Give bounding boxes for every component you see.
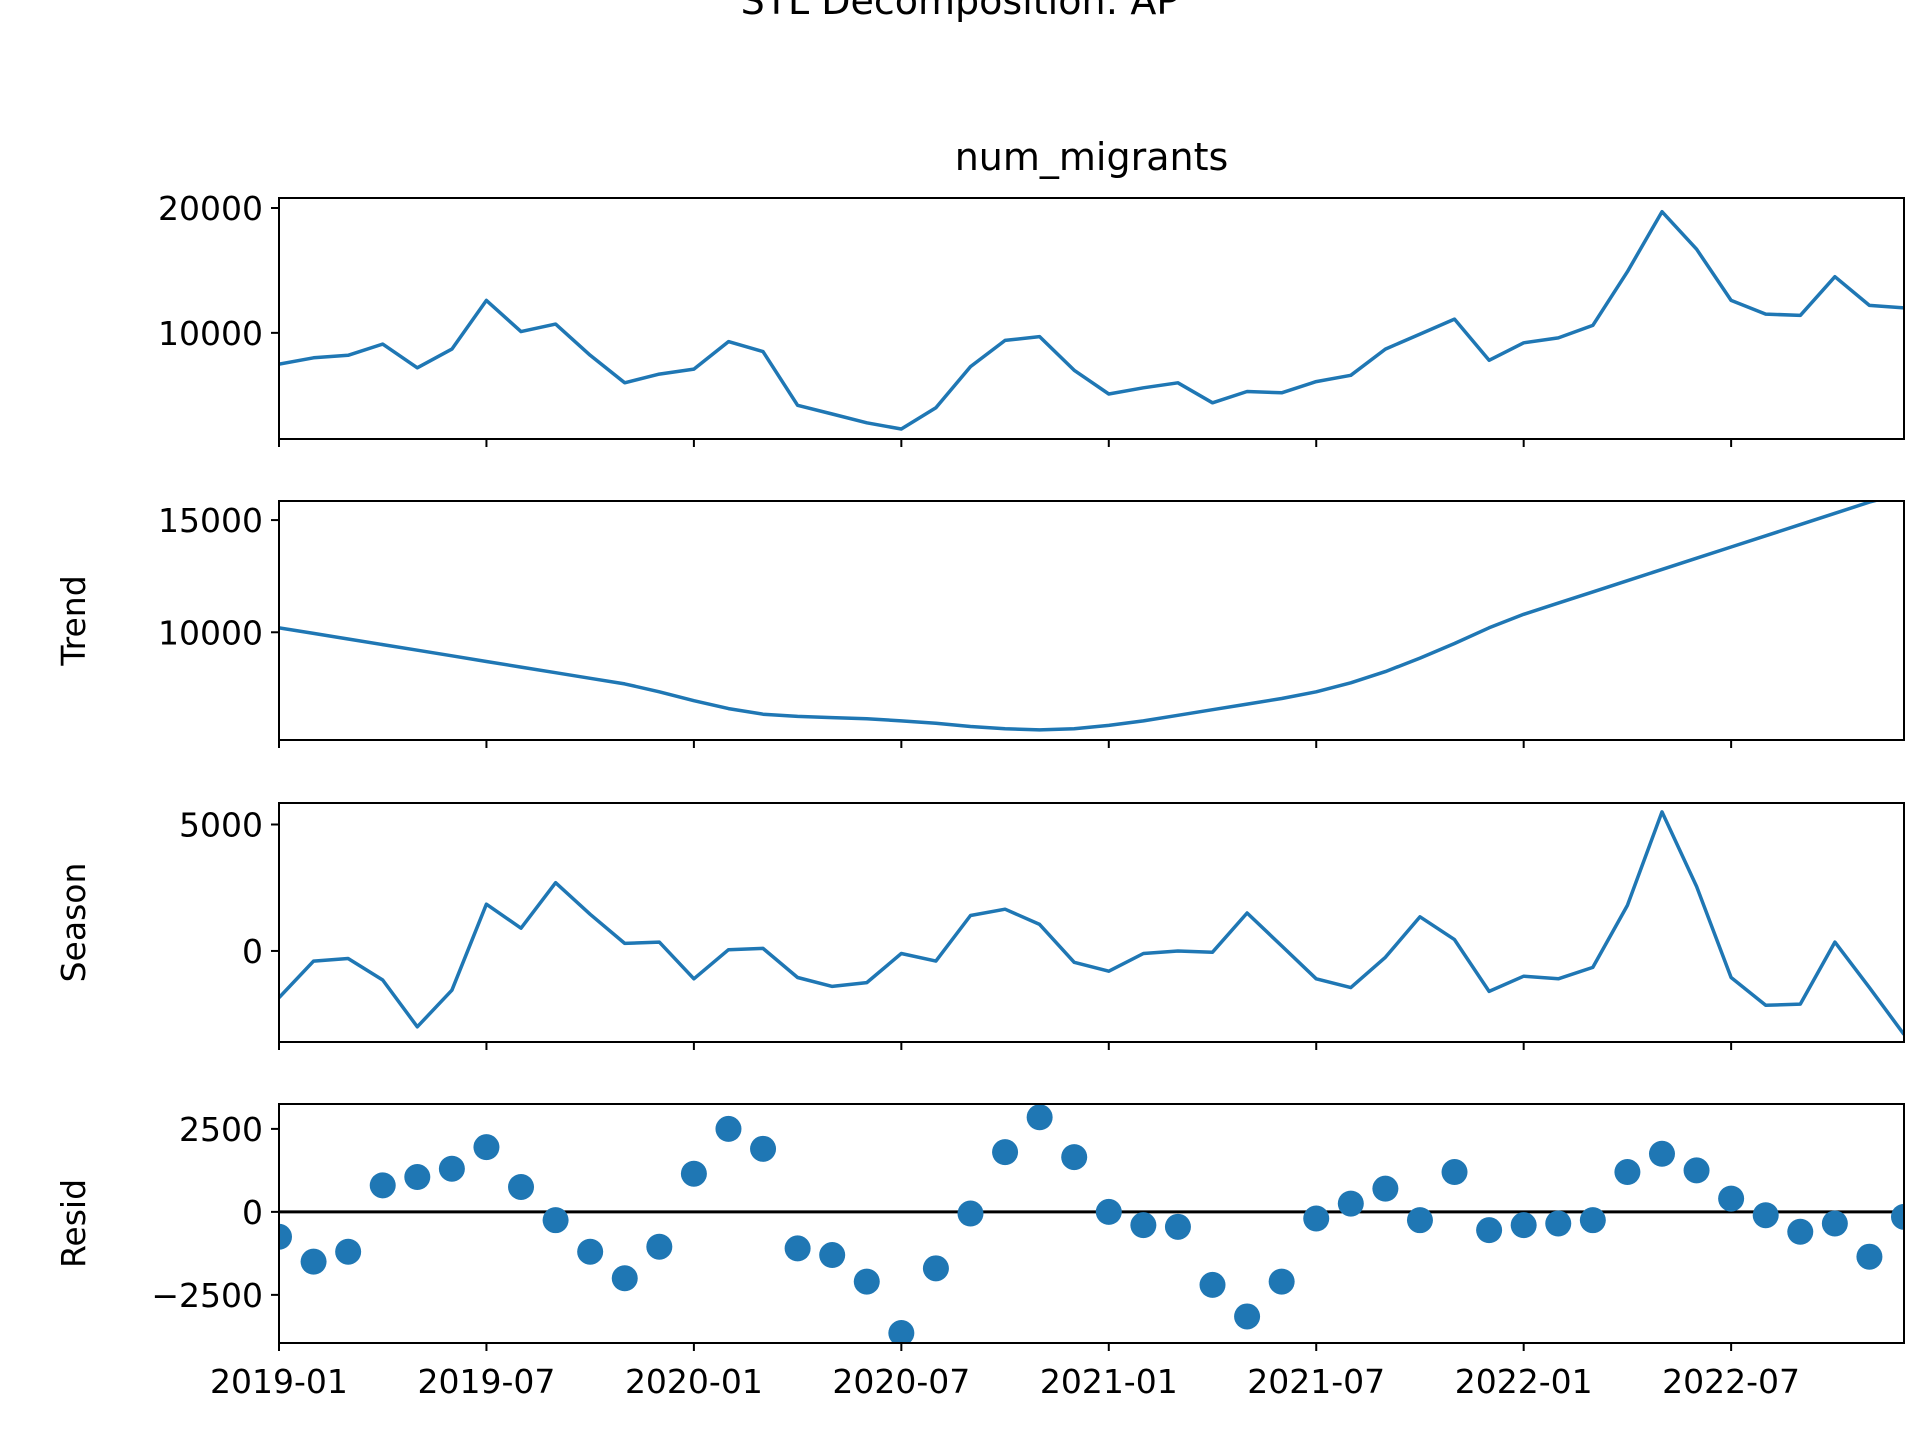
subplot-title: num_migrants	[955, 135, 1229, 179]
resid-point	[1752, 1202, 1779, 1229]
resid-point	[473, 1134, 500, 1161]
y-axis-label: Resid	[54, 1179, 93, 1268]
x-tick-label: 2022-01	[1455, 1362, 1593, 1401]
x-tick-label: 2019-07	[418, 1362, 556, 1401]
resid-point	[1648, 1140, 1675, 1167]
resid-point	[438, 1155, 465, 1182]
x-tick-label: 2020-07	[832, 1362, 970, 1401]
resid-point	[1579, 1207, 1606, 1234]
resid-point	[577, 1238, 604, 1265]
axes-frame	[278, 197, 1905, 440]
plot-area-3	[279, 810, 1904, 1036]
resid-point	[508, 1173, 535, 1200]
series-line	[279, 810, 1904, 1036]
resid-point	[335, 1238, 362, 1265]
figure-suptitle: STL Decomposition: AP	[741, 0, 1180, 23]
x-tick-label: 2021-01	[1040, 1362, 1178, 1401]
resid-point	[1061, 1144, 1088, 1171]
resid-point	[1683, 1157, 1710, 1184]
resid-point	[279, 1223, 292, 1250]
y-tick-label: 10000	[158, 314, 263, 353]
subplot-3: Season 0 5000	[54, 802, 1905, 1050]
resid-point	[1856, 1243, 1883, 1270]
y-tick-label: 2500	[179, 1110, 263, 1149]
x-tick-label: 2019-01	[210, 1362, 348, 1401]
resid-point	[300, 1248, 327, 1275]
resid-point	[819, 1242, 846, 1269]
resid-point	[1614, 1159, 1641, 1186]
plot-area-4	[279, 1104, 1904, 1343]
resid-point	[750, 1135, 777, 1162]
resid-point	[922, 1255, 949, 1282]
resid-point	[1891, 1203, 1904, 1230]
y-tick-label: 0	[242, 1193, 263, 1232]
resid-point	[1026, 1104, 1053, 1131]
resid-point	[1337, 1190, 1364, 1217]
resid-point	[1476, 1217, 1503, 1244]
resid-point	[784, 1235, 811, 1262]
resid-point	[1268, 1268, 1295, 1295]
y-tick-label: −2500	[151, 1276, 263, 1315]
resid-point	[542, 1207, 569, 1234]
resid-point	[1303, 1205, 1330, 1232]
resid-point	[715, 1115, 742, 1142]
resid-point	[646, 1233, 673, 1260]
axes-frame	[278, 1103, 1905, 1344]
resid-point	[1095, 1198, 1122, 1225]
x-tick-label: 2021-07	[1247, 1362, 1385, 1401]
y-axis-label: Season	[54, 863, 93, 983]
resid-point	[611, 1265, 638, 1292]
plot-area-1	[279, 209, 1904, 431]
resid-point	[1164, 1213, 1191, 1240]
series-line	[279, 209, 1904, 431]
y-tick-label: 15000	[158, 501, 263, 540]
y-tick-label: 20000	[158, 189, 263, 228]
resid-point	[1510, 1212, 1537, 1239]
y-tick-label: 0	[242, 932, 263, 971]
resid-point	[1787, 1218, 1814, 1245]
y-tick-label: 5000	[179, 805, 263, 844]
resid-point	[1199, 1271, 1226, 1298]
resid-point	[888, 1320, 915, 1343]
resid-point	[680, 1160, 707, 1187]
axes-frame	[278, 500, 1905, 741]
resid-point	[957, 1200, 984, 1227]
subplot-panels: num_migrants 10000 20000 Trend 10000 15000 Sea…	[54, 135, 1905, 1401]
series-line	[279, 501, 1881, 732]
x-tick-label: 2022-07	[1662, 1362, 1800, 1401]
resid-point	[1545, 1210, 1572, 1237]
resid-point	[1441, 1159, 1468, 1186]
subplot-2: Trend 10000 15000	[54, 500, 1905, 748]
resid-point	[992, 1139, 1019, 1166]
plot-area-2	[279, 501, 1881, 732]
y-axis-label: Trend	[54, 575, 93, 666]
resid-point	[1234, 1303, 1261, 1330]
x-tick-label: 2020-01	[625, 1362, 763, 1401]
resid-point	[404, 1164, 431, 1191]
resid-point	[853, 1268, 880, 1295]
resid-point	[1718, 1185, 1745, 1212]
resid-point	[1372, 1175, 1399, 1202]
subplot-1: num_migrants 10000 20000	[158, 135, 1905, 447]
subplot-4: Resid −2500 0 2500 2019-01 2019-07 2020-01 2020…	[54, 1103, 1905, 1401]
resid-point	[369, 1172, 396, 1199]
resid-point	[1821, 1210, 1848, 1237]
resid-point	[1130, 1212, 1157, 1239]
y-tick-label: 10000	[158, 613, 263, 652]
resid-point	[1406, 1207, 1433, 1234]
axes-frame	[278, 802, 1905, 1043]
